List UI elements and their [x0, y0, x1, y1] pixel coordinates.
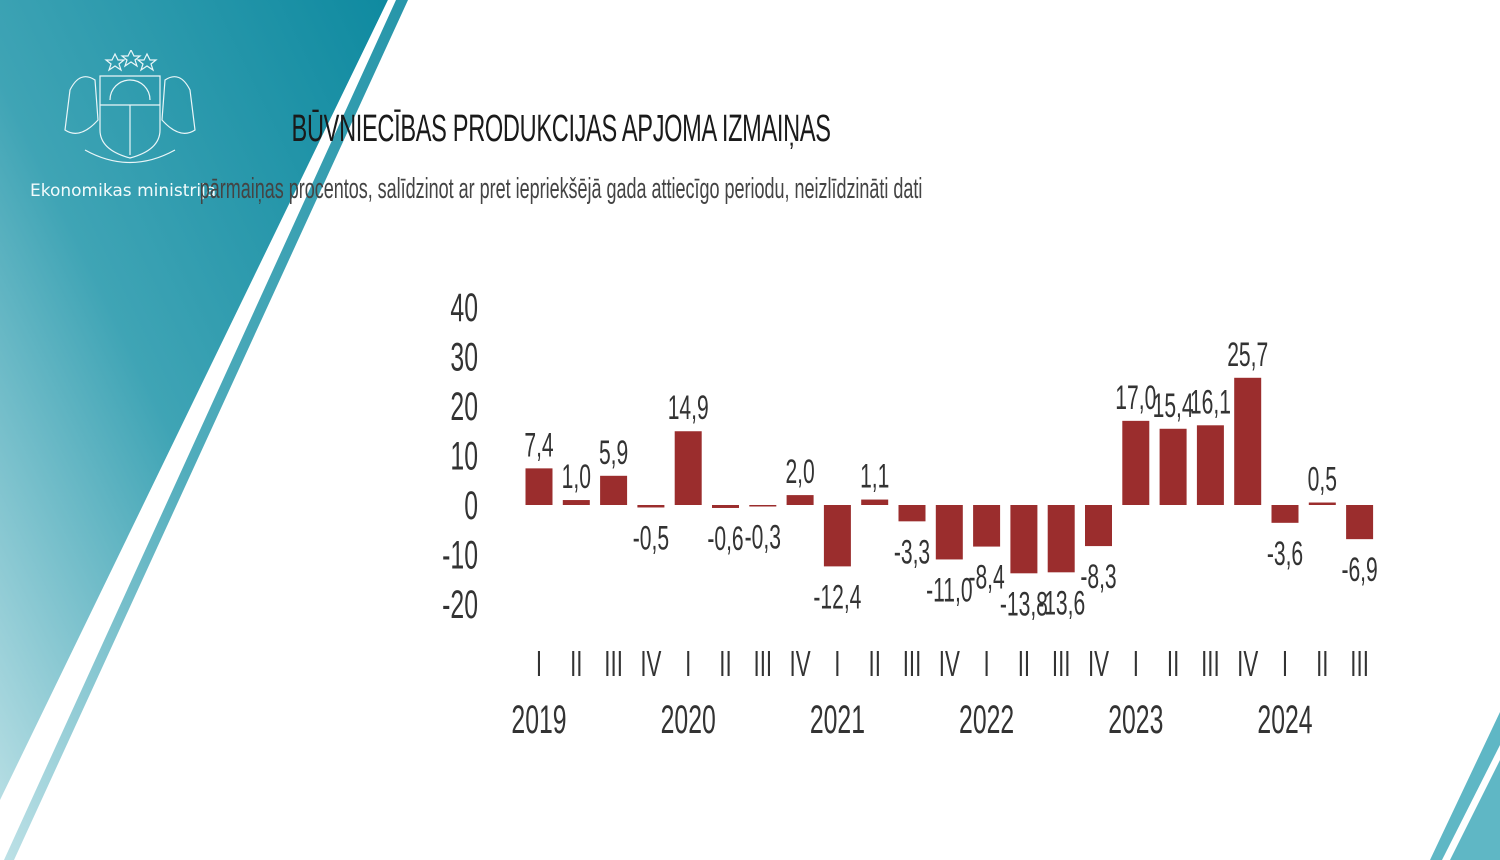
x-tick-quarter: IV — [1088, 645, 1109, 685]
data-label: -3,3 — [894, 532, 930, 570]
x-year-label: 2020 — [661, 698, 716, 742]
bar — [1010, 505, 1038, 574]
x-tick-quarter: III — [1350, 645, 1369, 685]
bar — [562, 500, 590, 505]
data-label: 5,9 — [599, 433, 628, 471]
bar — [935, 505, 963, 560]
x-tick-quarter: III — [1052, 645, 1071, 685]
x-tick-quarter: II — [868, 645, 880, 685]
bar — [1085, 505, 1112, 547]
bar — [861, 499, 889, 505]
y-tick-label: -20 — [442, 583, 478, 627]
x-tick-quarter: III — [754, 645, 773, 685]
data-label: -8,3 — [1080, 557, 1116, 595]
bar — [1308, 502, 1336, 505]
data-label: -6,9 — [1341, 550, 1377, 588]
data-label: 0,5 — [1308, 459, 1337, 497]
y-tick-label: 40 — [450, 286, 478, 330]
bar — [823, 505, 851, 567]
chart-title: BŪVNIECĪBAS PRODUKCIJAS APJOMA IZMAIŅAS — [291, 108, 831, 150]
data-label: 17,0 — [1115, 378, 1156, 416]
x-tick-quarter: I — [1282, 645, 1288, 685]
data-label: 1,1 — [860, 456, 889, 494]
x-tick-quarter: II — [1018, 645, 1030, 685]
bar — [786, 495, 814, 505]
x-tick-quarter: III — [1201, 645, 1220, 685]
x-year-label: 2021 — [810, 698, 865, 742]
data-label: -13,8 — [1000, 584, 1048, 622]
data-label: 16,1 — [1190, 382, 1231, 420]
bar — [749, 505, 777, 507]
x-year-label: 2023 — [1108, 698, 1163, 742]
x-tick-quarter: I — [536, 645, 542, 685]
bar — [1047, 505, 1075, 573]
bar — [712, 505, 739, 508]
x-tick-quarter: I — [685, 645, 691, 685]
x-year-label: 2019 — [511, 698, 566, 742]
x-tick-quarter: III — [604, 645, 623, 685]
y-tick-label: 0 — [464, 484, 478, 528]
data-label: -0,3 — [745, 517, 781, 555]
data-label: 7,4 — [524, 425, 553, 463]
ministry-name: Ekonomikas ministrija — [30, 181, 217, 201]
bar — [1196, 425, 1224, 505]
y-tick-label: 20 — [450, 385, 478, 429]
x-tick-quarter: IV — [640, 645, 661, 685]
bar — [674, 431, 702, 505]
data-label: 1,0 — [562, 457, 591, 495]
coat-of-arms-logo — [64, 50, 196, 164]
bar — [637, 505, 665, 508]
bar — [1159, 428, 1187, 505]
x-tick-quarter: IV — [939, 645, 960, 685]
bar — [1234, 377, 1262, 505]
data-label: 15,4 — [1153, 386, 1194, 424]
x-tick-quarter: I — [834, 645, 840, 685]
data-label: -0,5 — [633, 518, 669, 556]
data-label: -0,6 — [707, 519, 743, 557]
data-label: -13,6 — [1037, 583, 1085, 621]
x-year-label: 2024 — [1257, 698, 1312, 742]
x-tick-quarter: II — [570, 645, 582, 685]
x-year-label: 2022 — [959, 698, 1014, 742]
y-tick-label: 10 — [450, 435, 478, 479]
bar — [1346, 505, 1374, 540]
data-label: -8,4 — [968, 557, 1004, 595]
chart-subtitle: pārmaiņas procentos, salīdzinot ar pret … — [199, 173, 923, 205]
bar — [898, 505, 926, 522]
data-label: 2,0 — [785, 452, 814, 490]
x-tick-quarter: III — [903, 645, 922, 685]
x-tick-quarter: II — [1167, 645, 1179, 685]
x-tick-quarter: II — [1316, 645, 1328, 685]
bar — [525, 468, 553, 505]
y-tick-label: -10 — [442, 534, 478, 578]
data-label: -11,0 — [926, 570, 972, 608]
x-tick-quarter: I — [983, 645, 989, 685]
bar — [1271, 505, 1299, 523]
data-label: -12,4 — [813, 577, 861, 615]
x-tick-quarter: I — [1133, 645, 1139, 685]
data-label: 14,9 — [668, 388, 709, 426]
data-label: -3,6 — [1267, 534, 1303, 572]
data-label: 25,7 — [1227, 335, 1268, 373]
x-tick-quarter: IV — [1237, 645, 1258, 685]
bar — [600, 475, 628, 505]
bar — [973, 505, 1001, 547]
x-tick-quarter: IV — [790, 645, 811, 685]
x-tick-quarter: II — [719, 645, 731, 685]
y-tick-label: 30 — [450, 336, 478, 380]
bar — [1122, 420, 1150, 505]
